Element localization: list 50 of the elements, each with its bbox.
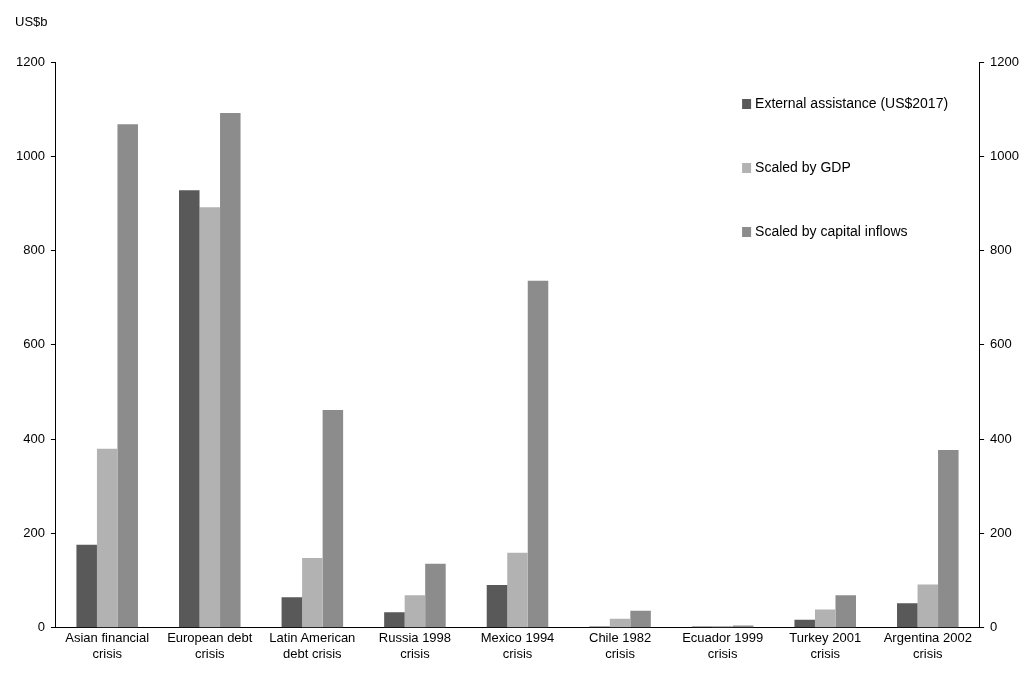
y-tick-label: 0: [37, 619, 45, 635]
x-tick-label: European debt crisis: [167, 630, 253, 661]
bar: [384, 612, 405, 628]
y2-tick-label: 400: [990, 430, 1012, 446]
x-tick-label: Argentina 2002 crisis: [883, 630, 972, 661]
bar: [199, 207, 221, 628]
bar: [794, 619, 815, 628]
x-tick-label: Asian financial crisis: [65, 630, 150, 661]
bar: [76, 544, 97, 628]
bar: [486, 584, 508, 628]
bar: [917, 584, 939, 628]
x-tick-label: Turkey 2001 crisis: [789, 630, 862, 661]
y2-tick-label: 1200: [990, 53, 1019, 69]
bar: [117, 124, 138, 628]
y2-tick-label: 600: [990, 336, 1012, 352]
y-tick-label: 600: [23, 336, 45, 352]
x-tick-label: Chile 1982 crisis: [589, 630, 652, 661]
legend-label: External assistance (US$2017): [755, 94, 949, 111]
bar: [281, 597, 303, 628]
bar: [938, 450, 959, 628]
y2-tick-label: 1000: [990, 147, 1019, 163]
bar: [527, 280, 549, 628]
bar: [220, 112, 241, 628]
y2-tick-label: 0: [990, 619, 998, 635]
bar: [179, 190, 200, 628]
x-tick-label: Latin American debt crisis: [269, 630, 356, 661]
bar: [814, 609, 836, 628]
y-tick-label: 400: [23, 430, 45, 446]
bar: [897, 603, 918, 628]
bar: [609, 618, 631, 628]
y-tick-label: 1000: [16, 147, 45, 163]
bar: [507, 552, 528, 628]
bar: [630, 610, 651, 628]
y-tick-label: 200: [23, 525, 45, 541]
x-tick-label: Ecuador 1999 crisis: [682, 630, 764, 661]
y-axis-title: US$b: [15, 13, 48, 29]
legend-label: Scaled by GDP: [755, 158, 851, 175]
bar: [404, 595, 426, 628]
y-tick-label: 800: [23, 242, 45, 258]
y2-tick-label: 800: [990, 242, 1012, 258]
x-tick-label: Mexico 1994 crisis: [480, 630, 555, 661]
bar: [322, 409, 344, 628]
bar: [302, 558, 323, 628]
y2-tick-label: 200: [990, 525, 1012, 541]
bar: [96, 448, 118, 628]
y-tick-label: 1200: [16, 53, 45, 69]
x-tick-label: Russia 1998 crisis: [378, 630, 452, 661]
bar: [425, 563, 446, 628]
bar: [835, 595, 856, 628]
legend-label: Scaled by capital inflows: [755, 222, 908, 239]
